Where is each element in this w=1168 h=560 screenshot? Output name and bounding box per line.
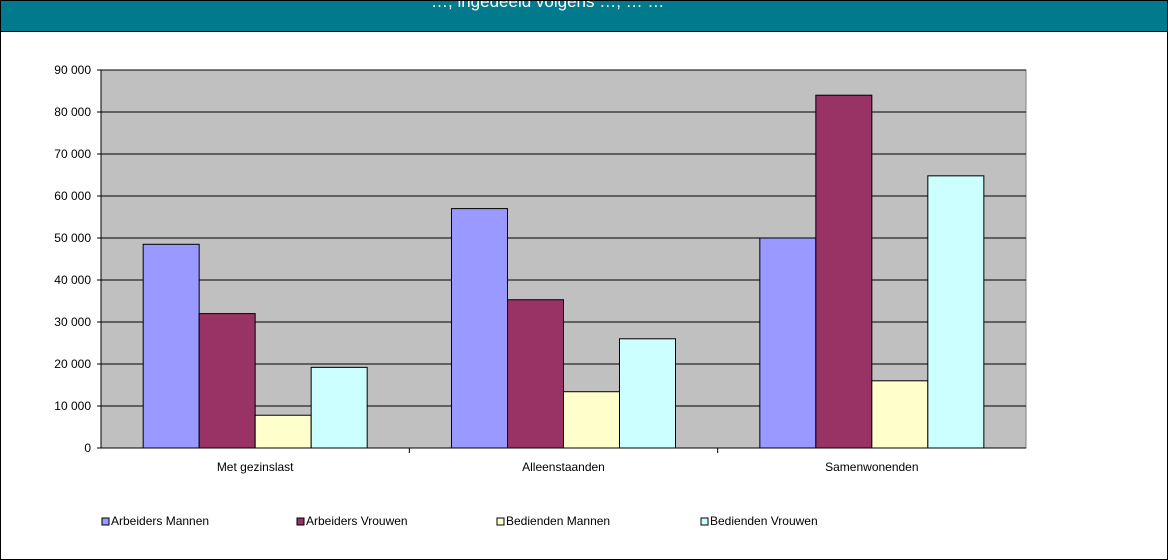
bar-bedienden-mannen-met-gezinslast	[254, 414, 312, 449]
header-bar: …, ingedeeld volgens …, … …	[1, 1, 1167, 32]
y-tick-label: 20 000	[54, 357, 91, 371]
bar-bedienden-mannen-samenwonenden	[871, 380, 929, 449]
bar-arbeiders-mannen-met-gezinslast	[142, 243, 200, 449]
legend-label-arbeiders-vrouwen: Arbeiders Vrouwen	[306, 514, 408, 528]
y-tick-label: 10 000	[54, 399, 91, 413]
bar-bedienden-vrouwen-met-gezinslast	[310, 366, 368, 449]
y-tick-label: 60 000	[54, 189, 91, 203]
y-tick-label: 70 000	[54, 147, 91, 161]
legend-label-bedienden-vrouwen: Bedienden Vrouwen	[710, 514, 818, 528]
legend-swatch-arbeiders-vrouwen	[296, 517, 305, 526]
y-tick-label: 0	[84, 441, 91, 455]
bar-arbeiders-mannen-alleenstaanden	[451, 208, 508, 449]
x-tick-label: Samenwonenden	[825, 460, 918, 474]
legend-label-bedienden-mannen: Bedienden Mannen	[506, 514, 610, 528]
legend-swatch-bedienden-vrouwen	[700, 517, 709, 526]
legend-swatch-arbeiders-mannen	[101, 517, 110, 526]
bar-bedienden-mannen-alleenstaanden	[563, 391, 620, 449]
y-tick-label: 40 000	[54, 273, 91, 287]
bar-arbeiders-vrouwen-samenwonenden	[815, 94, 873, 449]
legend-label-arbeiders-mannen: Arbeiders Mannen	[111, 514, 209, 528]
bar-arbeiders-mannen-samenwonenden	[759, 237, 817, 449]
bar-arbeiders-vrouwen-alleenstaanden	[507, 299, 564, 449]
y-tick-label: 90 000	[54, 63, 91, 77]
y-tick-label: 30 000	[54, 315, 91, 329]
bar-bedienden-vrouwen-alleenstaanden	[619, 338, 676, 449]
bar-bedienden-vrouwen-samenwonenden	[927, 175, 985, 449]
y-tick-label: 80 000	[54, 105, 91, 119]
header-title: …, ingedeeld volgens …, … …	[431, 1, 665, 11]
x-tick-label: Alleenstaanden	[522, 460, 605, 474]
x-tick-label: Met gezinslast	[217, 460, 294, 474]
y-tick-label: 50 000	[54, 231, 91, 245]
legend-swatch-bedienden-mannen	[496, 517, 505, 526]
bar-arbeiders-vrouwen-met-gezinslast	[198, 313, 256, 449]
